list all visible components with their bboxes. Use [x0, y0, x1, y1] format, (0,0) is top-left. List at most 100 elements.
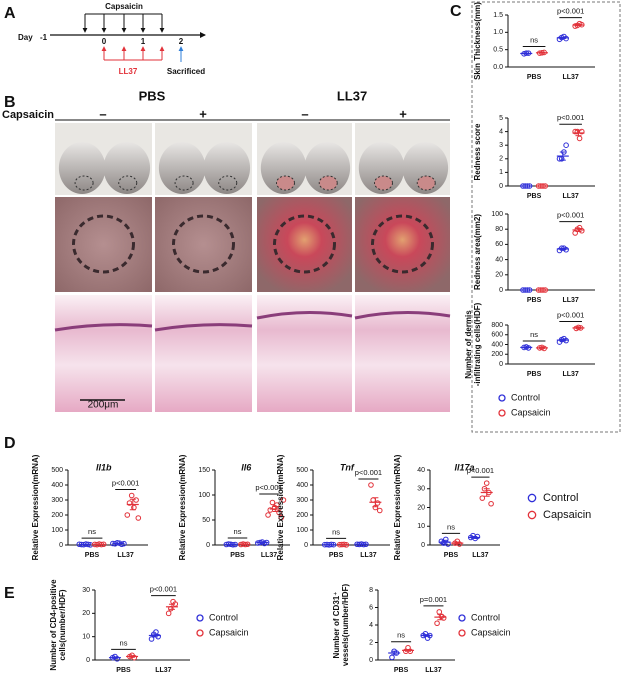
x-tick-label: PBS [527, 371, 542, 378]
legend-marker [458, 614, 466, 622]
data-point [276, 509, 282, 516]
x-tick-label: PBS [394, 667, 409, 674]
day-tick: 0 [102, 37, 107, 46]
legend-label: Capsaicin [209, 627, 249, 637]
significance-label: ns [447, 522, 455, 531]
data-point [278, 514, 285, 521]
y-axis-label: vessels(number/HDF) [341, 584, 350, 667]
y-tick-label: 100 [198, 492, 210, 499]
data-point [572, 128, 578, 135]
histology [55, 295, 152, 412]
data-point [576, 135, 583, 142]
legend-marker [527, 510, 537, 520]
significance-label: p<0.001 [255, 483, 282, 492]
y-tick-label: 800 [491, 322, 503, 329]
skin-photo [355, 197, 450, 292]
x-tick-label: LL37 [562, 74, 578, 81]
y-tick-label: 10 [82, 634, 90, 641]
chart-title: Il17a [455, 462, 475, 472]
ink-circle [72, 214, 135, 274]
x-tick-label: LL37 [117, 552, 133, 559]
y-axis-label: Redness area(mm2) [473, 214, 482, 290]
significance-label: ns [120, 638, 128, 647]
y-tick-label: 60 [495, 241, 503, 248]
data-point [376, 507, 383, 514]
legend-marker [527, 493, 537, 503]
sign: + [199, 106, 207, 121]
mark [374, 175, 393, 191]
y-tick-label: 200 [296, 512, 308, 519]
significance-label: p=0.001 [420, 595, 447, 604]
photo-grid [54, 123, 451, 412]
y-tick-label: 2 [369, 639, 373, 646]
panel-c-frame [471, 1, 621, 433]
y-tick-label: 5 [499, 115, 503, 122]
y-tick-label: 10 [417, 523, 425, 530]
x-tick-label: PBS [329, 552, 344, 559]
legend-label: Control [471, 612, 500, 622]
chart-title: Tnf [340, 462, 355, 472]
skin-photo [257, 197, 352, 292]
chart-title: Il1b [96, 462, 112, 472]
ink-circle [172, 214, 235, 274]
mouse [58, 142, 106, 194]
y-tick-label: 100 [296, 527, 308, 534]
legend-marker [196, 614, 204, 622]
data-point [374, 500, 381, 506]
y-tick-label: 20 [417, 504, 425, 511]
panel-label: A [4, 5, 16, 22]
data-point [148, 636, 155, 642]
y-tick-label: 0 [86, 657, 90, 664]
day-tick: 2 [179, 37, 184, 46]
epidermis [354, 310, 451, 320]
day-tick: 1 [141, 37, 146, 46]
significance-label: p<0.001 [112, 478, 139, 487]
y-axis-label: Number of CD4-positive [49, 579, 58, 671]
data-point [436, 609, 443, 615]
y-tick-label: 6 [369, 604, 373, 611]
mouse [158, 142, 206, 194]
timeline: Capsaicin Day -1 0 1 2 LL37 Sacrificed [18, 2, 206, 76]
data-point [274, 502, 280, 508]
y-axis-label: Relative Expression(mRNA) [178, 454, 187, 560]
sign: – [301, 106, 308, 121]
x-tick-label: PBS [116, 667, 131, 674]
significance-label: p<0.001 [150, 585, 177, 594]
photo-panel: PBS LL37 Capsaicin – + – + 200μm [2, 88, 451, 412]
x-tick-label: LL37 [155, 667, 171, 674]
y-tick-label: 150 [198, 467, 210, 474]
x-tick-label: LL37 [425, 667, 441, 674]
legend-marker [458, 629, 466, 637]
x-tick-label: PBS [527, 297, 542, 304]
y-tick-label: 0 [206, 542, 210, 549]
y-tick-label: 1.5 [493, 12, 503, 19]
data-point [267, 507, 274, 513]
significance-label: ns [530, 35, 538, 44]
y-tick-label: 0.0 [493, 64, 503, 71]
significance-label: ns [234, 527, 242, 536]
significance-label: ns [88, 527, 96, 536]
data-point [126, 500, 133, 506]
y-tick-label: 30 [82, 587, 90, 594]
y-axis-label: Relative Expression(mRNA) [393, 454, 402, 560]
y-tick-label: 100 [491, 211, 503, 218]
significance-label: p<0.001 [557, 310, 584, 319]
end-label: Sacrificed [167, 67, 205, 76]
data-point [578, 227, 585, 234]
y-tick-label: 4 [369, 622, 373, 629]
row-label: Capsaicin [2, 109, 54, 121]
data-point [578, 128, 585, 135]
epidermis [54, 323, 153, 332]
panel-label: C [450, 3, 462, 20]
y-tick-label: 400 [491, 341, 503, 348]
y-tick-label: 0 [499, 287, 503, 294]
group-label: LL37 [337, 88, 367, 103]
mark [416, 175, 436, 191]
mark [218, 175, 238, 191]
x-tick-label: LL37 [562, 371, 578, 378]
injection-label: LL37 [119, 67, 138, 76]
data-point [434, 620, 440, 627]
mark [276, 175, 295, 191]
x-tick-label: LL37 [472, 552, 488, 559]
